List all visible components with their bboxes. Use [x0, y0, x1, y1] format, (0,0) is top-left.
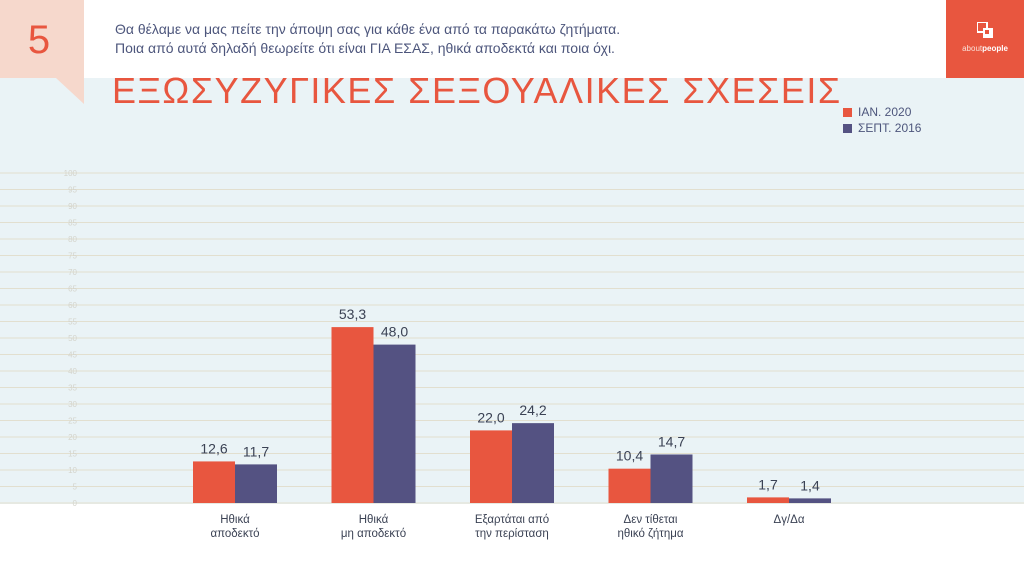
bar-series-2	[512, 423, 554, 503]
y-tick-label: 85	[68, 219, 77, 228]
header-band	[0, 0, 1024, 78]
y-tick-label: 70	[68, 268, 77, 277]
category-label: Ηθικά μη αποδεκτό	[340, 514, 407, 540]
y-tick-label: 55	[68, 318, 77, 327]
data-label-series-2: 14,7	[658, 433, 685, 449]
y-tick-label: 80	[68, 235, 77, 244]
y-tick-label: 40	[68, 367, 77, 376]
bar-series-1	[331, 327, 374, 503]
y-tick-label: 100	[64, 169, 78, 178]
legend-label-series-2: ΣΕΠΤ. 2016	[858, 121, 922, 135]
legend-item-series-2: ΣΕΠΤ. 2016	[843, 120, 921, 136]
y-tick-label: 15	[68, 450, 77, 459]
data-label-series-1: 10,4	[616, 448, 643, 464]
data-label-series-2: 1,4	[800, 477, 820, 493]
bar-series-1	[608, 468, 651, 503]
data-label-series-2: 11,7	[243, 443, 269, 459]
logo-text: aboutpeople	[946, 44, 1024, 53]
bar-series-1	[747, 497, 789, 503]
data-label-series-1: 53,3	[339, 306, 366, 322]
y-tick-label: 50	[68, 334, 77, 343]
y-tick-label: 10	[68, 466, 77, 475]
y-tick-label: 30	[68, 400, 77, 409]
y-tick-label: 0	[73, 499, 78, 508]
bar-series-1	[470, 430, 512, 503]
survey-question: Θα θέλαμε να μας πείτε την άποψη σας για…	[115, 20, 915, 58]
page-number: 5	[27, 18, 51, 62]
data-label-series-1: 22,0	[477, 409, 504, 425]
bar-series-2	[789, 498, 831, 503]
data-label-series-2: 24,2	[519, 402, 546, 418]
legend-swatch-series-1	[843, 107, 852, 117]
category-label: Δεν τίθεται ηθικό ζήτημα	[617, 514, 684, 540]
data-label-series-2: 48,0	[381, 324, 408, 340]
bar-series-2	[373, 344, 416, 503]
category-label: Δγ/Δα	[773, 514, 805, 526]
bar-series-2	[235, 464, 277, 503]
chart-title: ΕΞΩΣΥΖΥΓΙΚΕΣ ΣΕΞΟΥΑΛΙΚΕΣ ΣΧΕΣΕΙΣ	[112, 70, 842, 111]
data-label-series-1: 12,6	[200, 440, 227, 456]
y-tick-label: 65	[68, 285, 77, 294]
page-number-tab	[0, 0, 84, 78]
data-label-series-1: 1,7	[758, 476, 778, 492]
bar-series-2	[650, 454, 693, 503]
y-tick-label: 95	[68, 186, 77, 195]
y-tick-label: 25	[68, 417, 77, 426]
legend-swatch-series-2	[843, 123, 852, 133]
logo-text-people: people	[982, 44, 1008, 53]
y-tick-label: 60	[68, 301, 77, 310]
about-people-logo: aboutpeople	[946, 0, 1024, 78]
y-tick-label: 75	[68, 252, 77, 261]
y-tick-label: 35	[68, 384, 77, 393]
chart-legend: ΙΑΝ. 2020 ΣΕΠΤ. 2016	[843, 104, 921, 136]
legend-label-series-1: ΙΑΝ. 2020	[858, 105, 912, 119]
bar-series-1	[193, 461, 235, 503]
y-tick-label: 20	[68, 433, 77, 442]
y-tick-label: 5	[73, 483, 78, 492]
y-tick-label: 45	[68, 351, 77, 360]
page-tab-fold	[56, 78, 84, 104]
about-people-logo-icon	[977, 22, 993, 38]
category-label: Ηθικά αποδεκτό	[210, 514, 260, 540]
question-line-2: Ποια από αυτά δηλαδή θεωρείτε ότι είναι …	[115, 40, 615, 56]
y-tick-label: 90	[68, 202, 77, 211]
category-label: Εξαρτάται από την περίσταση	[474, 514, 550, 540]
logo-text-about: about	[962, 44, 983, 53]
legend-item-series-1: ΙΑΝ. 2020	[843, 104, 921, 120]
question-line-1: Θα θέλαμε να μας πείτε την άποψη σας για…	[115, 21, 621, 37]
category-label-band	[0, 504, 1024, 576]
